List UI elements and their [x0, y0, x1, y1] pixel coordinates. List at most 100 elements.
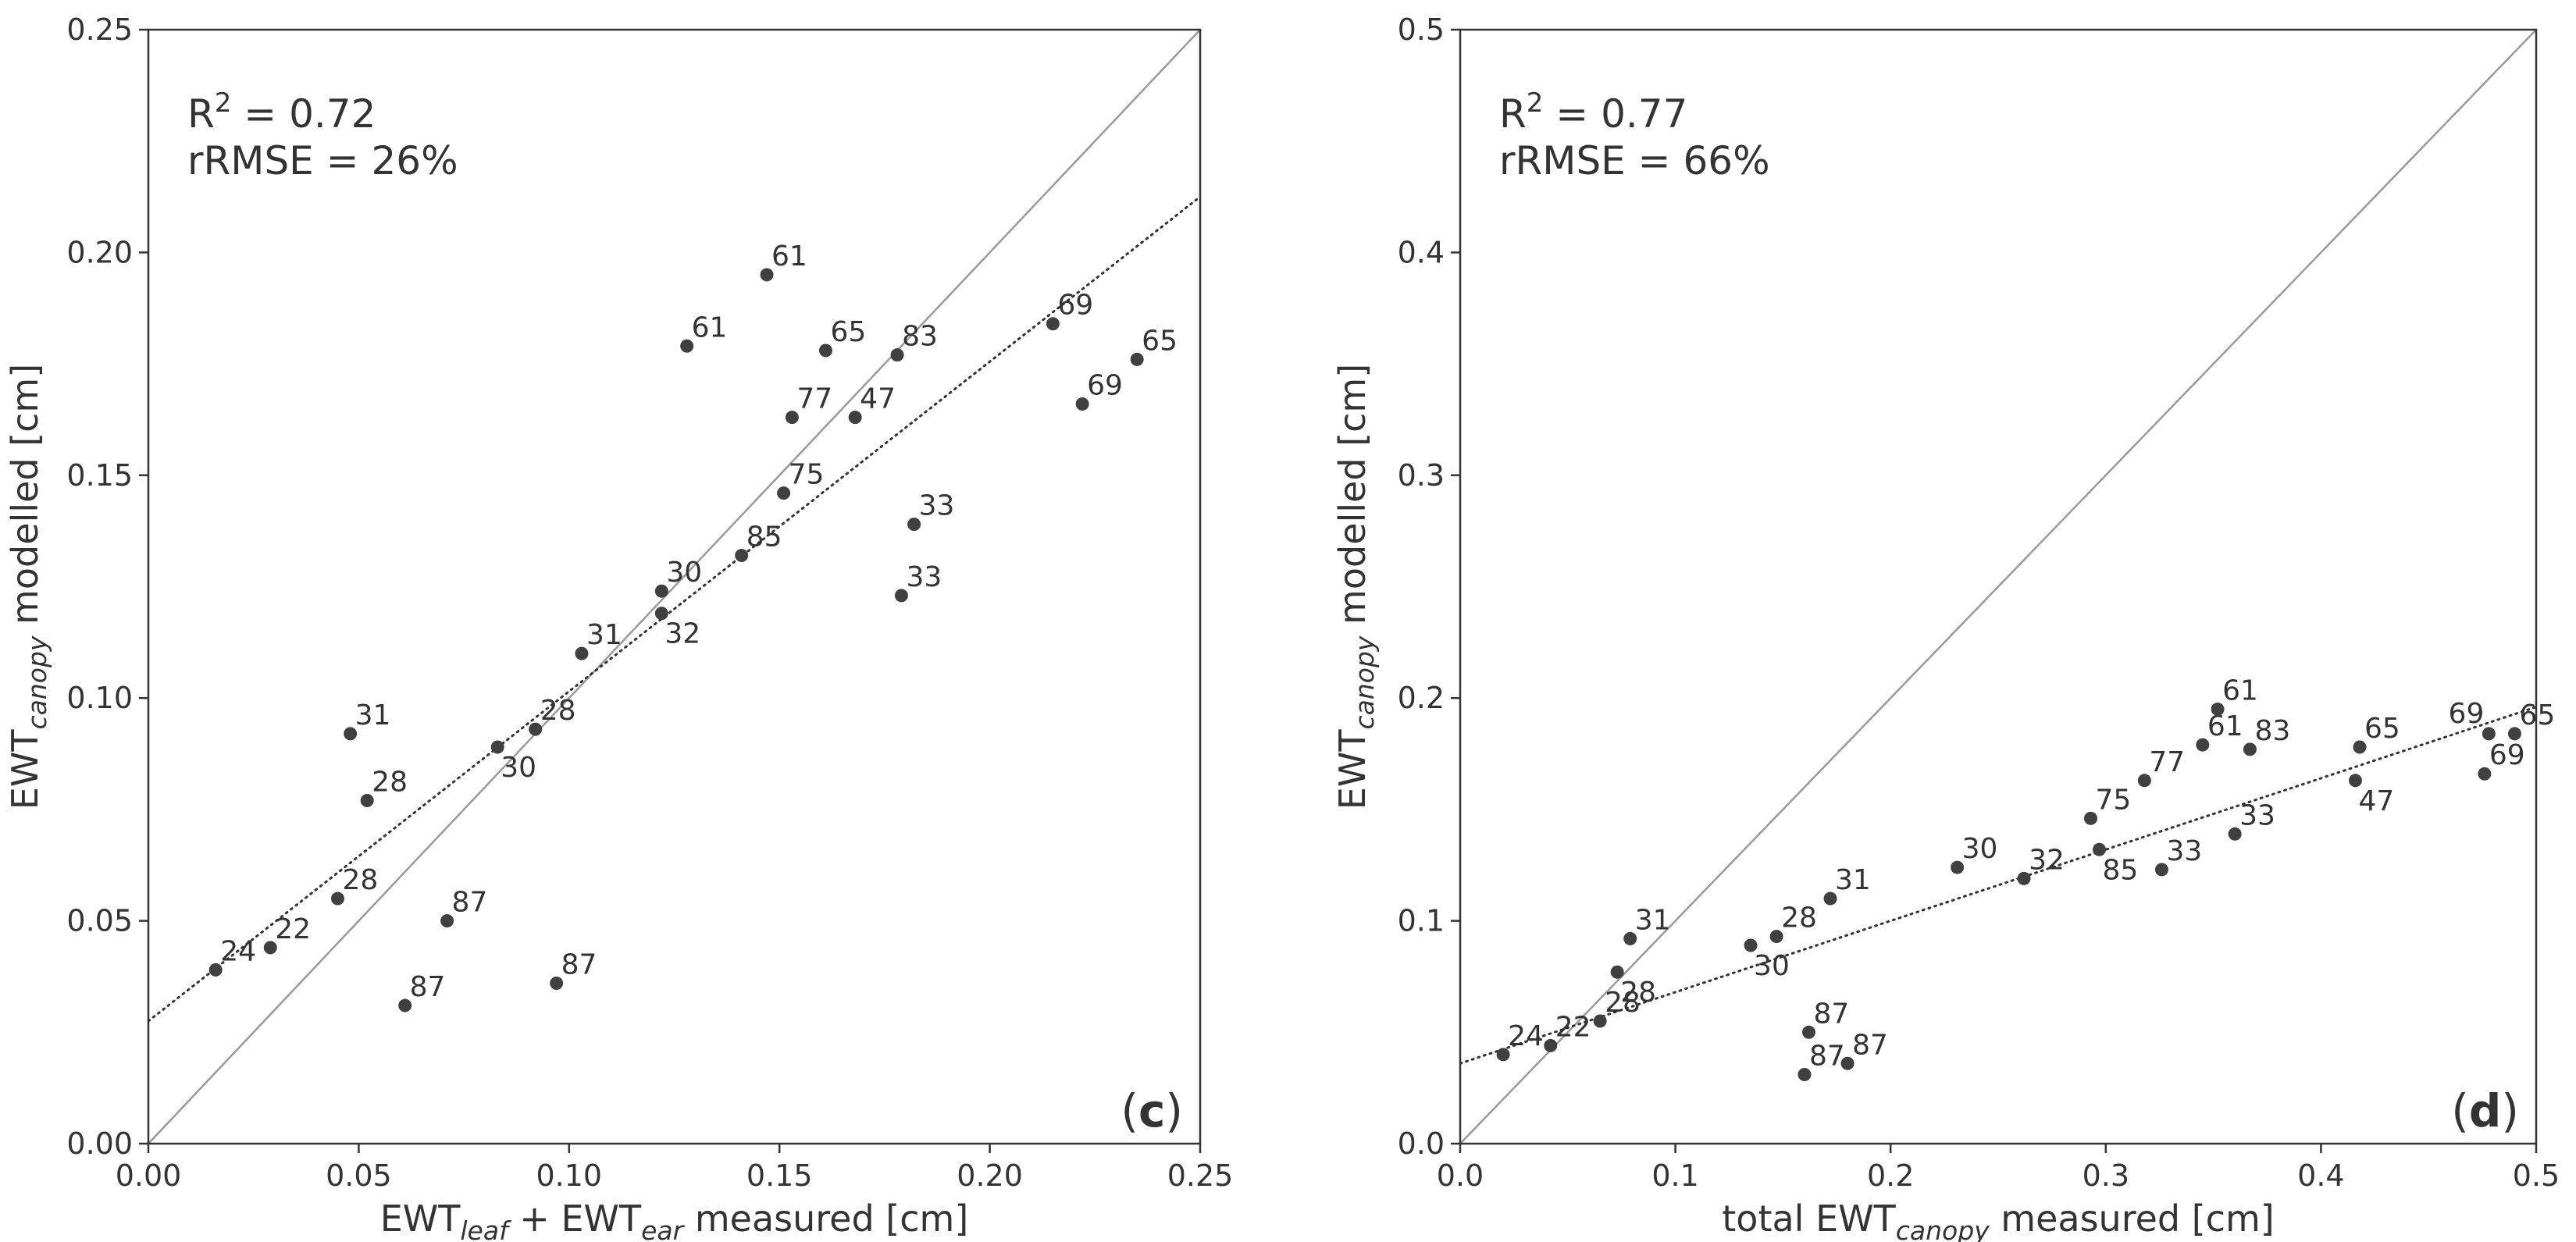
point-label: 61: [771, 240, 807, 272]
point-label: 65: [830, 316, 866, 348]
data-point: [2348, 774, 2362, 788]
one-to-one-line: [1460, 30, 2536, 1144]
data-point: [1840, 1056, 1855, 1070]
point-label: 65: [2519, 699, 2555, 731]
r-squared-value: = 0.72: [231, 91, 376, 137]
data-point: [2017, 871, 2031, 885]
data-point: [848, 411, 862, 425]
data-point: [1823, 891, 1837, 906]
regression-fit-line: [1460, 706, 2536, 1065]
data-point: [1610, 965, 1624, 979]
x-tick-label: 0.25: [1167, 1158, 1234, 1193]
x-axis-title-part: measured [cm]: [683, 1198, 968, 1240]
point-label: 30: [1754, 950, 1790, 982]
data-point: [894, 589, 908, 603]
y-axis-title-part: modelled [cm]: [1331, 364, 1374, 636]
data-point: [1593, 1014, 1607, 1028]
data-point: [1130, 352, 1144, 366]
data-point: [1797, 1068, 1812, 1082]
point-label: 28: [540, 695, 576, 727]
x-tick-label: 0.00: [116, 1158, 182, 1193]
rrmse-text: rRMSE = 66%: [1499, 138, 1770, 183]
panel-tag-letter: d: [2469, 1084, 2502, 1137]
point-label: 24: [1508, 1020, 1544, 1052]
data-point: [680, 339, 694, 353]
point-label: 87: [1813, 998, 1849, 1030]
data-point: [575, 646, 589, 660]
point-label: 69: [2489, 739, 2525, 771]
point-label: 83: [902, 321, 938, 353]
point-label: 61: [2207, 710, 2243, 742]
r-squared-symbol: R: [187, 91, 215, 137]
y-axis-title-part: EWT: [1331, 729, 1374, 810]
data-point: [907, 518, 921, 532]
y-tick-label: 0.05: [66, 904, 133, 938]
point-label: 33: [2239, 799, 2275, 831]
point-label: 31: [1835, 864, 1871, 896]
regression-fit-line: [148, 195, 1200, 1023]
data-point: [330, 891, 344, 906]
data-point: [344, 727, 358, 741]
data-point: [2507, 727, 2521, 741]
point-label: 30: [501, 752, 536, 784]
point-label: 85: [2103, 854, 2139, 886]
y-axis-title: EWTcanopy modelled [cm]: [1331, 364, 1380, 810]
point-label: 85: [746, 521, 782, 553]
data-point: [440, 914, 454, 928]
data-point: [2353, 740, 2367, 754]
x-tick-label: 0.3: [2083, 1158, 2129, 1193]
data-point: [1496, 1048, 1510, 1062]
x-axis-title-part: leaf: [460, 1215, 511, 1242]
y-tick-label: 0.2: [1398, 681, 1445, 715]
x-axis-title-part: total EWT: [1722, 1198, 1896, 1240]
point-label: 87: [452, 887, 488, 919]
r-squared-symbol: R: [1499, 91, 1527, 137]
point-label: 30: [1962, 833, 1998, 865]
y-tick-label: 0.20: [66, 235, 133, 269]
y-tick-label: 0.4: [1398, 235, 1445, 269]
point-label: 87: [561, 949, 597, 981]
data-point: [208, 963, 223, 977]
panel-tag: (c): [1121, 1084, 1183, 1137]
y-tick-label: 0.0: [1398, 1126, 1445, 1161]
data-point: [360, 793, 374, 807]
x-tick-label: 0.20: [957, 1158, 1023, 1193]
y-tick-label: 0.00: [66, 1126, 133, 1161]
point-label: 24: [220, 935, 256, 967]
panel-tag-paren: ): [1165, 1084, 1183, 1137]
panel-tag-letter: c: [1138, 1084, 1165, 1137]
x-tick-label: 0.10: [536, 1158, 602, 1193]
point-label: 75: [2096, 784, 2132, 816]
point-label: 65: [2364, 713, 2400, 745]
data-point: [760, 268, 774, 282]
data-point: [2228, 827, 2242, 841]
y-axis-title: EWTcanopy modelled [cm]: [4, 364, 52, 810]
data-point: [2478, 767, 2492, 781]
y-tick-label: 0.15: [66, 458, 133, 493]
point-label: 47: [860, 383, 896, 415]
y-tick-label: 0.25: [66, 12, 133, 47]
r-squared-text: R2 = 0.77: [1499, 87, 1687, 137]
point-label: 33: [2166, 835, 2202, 867]
data-point: [2084, 811, 2098, 825]
data-point: [654, 607, 668, 621]
data-point: [1623, 931, 1637, 945]
y-tick-label: 0.10: [66, 681, 133, 715]
point-label: 87: [410, 971, 446, 1003]
data-point: [2196, 738, 2210, 752]
x-tick-label: 0.2: [1867, 1158, 1914, 1193]
x-tick-label: 0.05: [326, 1158, 392, 1193]
data-point: [529, 722, 543, 736]
data-point: [1075, 397, 1089, 411]
data-point: [1951, 860, 1965, 874]
point-label: 61: [692, 311, 728, 343]
data-point: [890, 348, 904, 362]
x-tick-label: 0.5: [2513, 1158, 2560, 1193]
x-axis-title-part: + EWT: [508, 1198, 642, 1240]
point-label: 77: [796, 383, 832, 415]
data-point: [654, 584, 668, 598]
data-point: [1769, 930, 1783, 944]
panel-tag-paren: ): [2501, 1084, 2519, 1137]
x-axis-title-part: ear: [641, 1215, 686, 1242]
